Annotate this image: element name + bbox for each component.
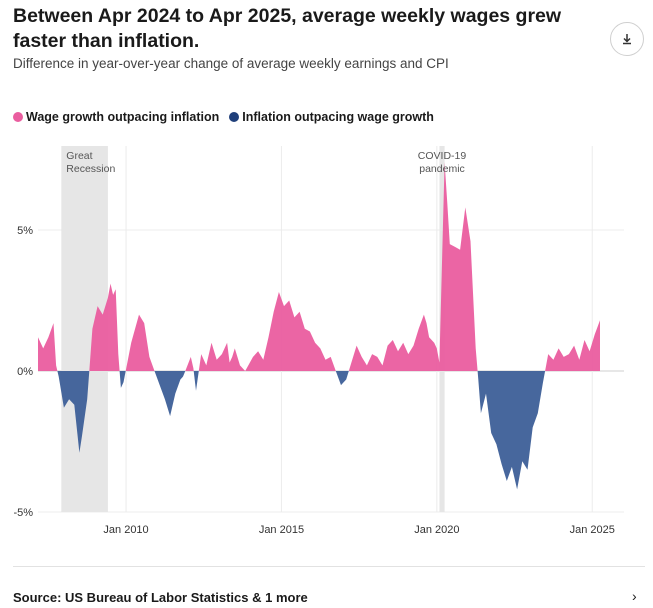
area-positive bbox=[545, 320, 600, 371]
legend-label-positive: Wage growth outpacing inflation bbox=[26, 110, 220, 124]
chart-title: Between Apr 2024 to Apr 2025, average we… bbox=[13, 5, 562, 52]
area-negative bbox=[57, 371, 90, 453]
y-tick-label: 5% bbox=[17, 225, 33, 237]
x-tick-label: Jan 2015 bbox=[259, 524, 304, 536]
download-button[interactable] bbox=[610, 22, 644, 56]
chart-subtitle: Difference in year-over-year change of a… bbox=[13, 56, 449, 71]
area-positive bbox=[89, 283, 120, 371]
area-positive bbox=[125, 314, 155, 371]
area-positive bbox=[348, 162, 478, 371]
area-negative bbox=[335, 371, 349, 386]
area-negative bbox=[477, 371, 546, 490]
x-tick-label: Jan 2025 bbox=[570, 524, 615, 536]
area-positive bbox=[185, 356, 194, 371]
legend: Wage growth outpacing inflation Inflatio… bbox=[13, 110, 444, 124]
annotation-label: pandemic bbox=[419, 163, 465, 175]
area-negative bbox=[119, 371, 126, 388]
annotation-label: COVID-19 bbox=[418, 150, 467, 162]
annotation-label: Great bbox=[66, 150, 92, 162]
area-positive bbox=[198, 292, 336, 371]
area-negative bbox=[193, 371, 199, 391]
legend-item-positive[interactable]: Wage growth outpacing inflation bbox=[13, 110, 219, 124]
y-tick-label: 0% bbox=[17, 366, 33, 378]
source-link[interactable]: Source: US Bureau of Labor Statistics & … bbox=[13, 590, 308, 605]
area-negative bbox=[154, 371, 186, 417]
x-tick-label: Jan 2010 bbox=[103, 524, 148, 536]
area-positive bbox=[38, 323, 58, 371]
legend-swatch-positive bbox=[13, 112, 23, 122]
legend-swatch-negative bbox=[229, 112, 240, 122]
x-tick-label: Jan 2020 bbox=[414, 524, 459, 536]
legend-label-negative: Inflation outpacing wage growth bbox=[242, 110, 434, 124]
chevron-right-icon[interactable]: › bbox=[632, 588, 637, 604]
y-tick-label: -5% bbox=[13, 507, 33, 519]
download-icon bbox=[623, 34, 631, 45]
annotation-label: Recession bbox=[66, 163, 115, 175]
divider bbox=[13, 566, 645, 567]
legend-item-negative[interactable]: Inflation outpacing wage growth bbox=[229, 110, 434, 124]
